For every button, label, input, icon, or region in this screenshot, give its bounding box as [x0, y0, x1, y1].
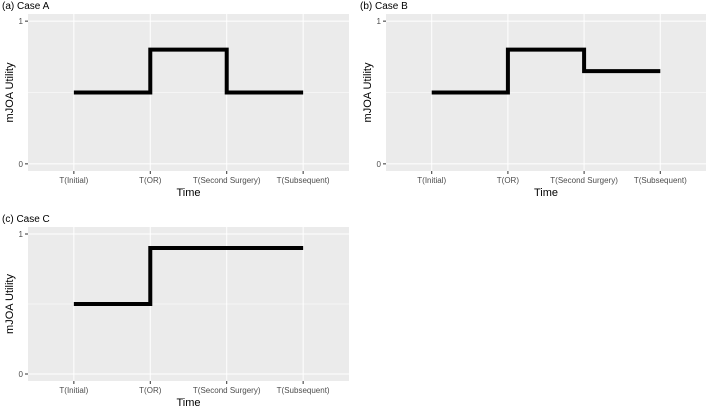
y-tick-label-case-c-0: 0 [19, 370, 24, 379]
series-step-line-case-b [431, 47, 661, 95]
y-tick-label-case-b-1: 1 [377, 17, 382, 26]
x-axis-title-case-c: Time [176, 397, 200, 409]
x-tick-label-case-a-1: T(OR) [139, 176, 162, 185]
x-tick-label-case-c-0: T(Initial) [59, 386, 88, 395]
x-axis-title-case-b: Time [534, 187, 558, 199]
x-tick-label-case-c-1: T(OR) [139, 386, 162, 395]
x-tick-label-case-a-0: T(Initial) [59, 176, 88, 185]
panel-title-case-a: (a) Case A [2, 1, 50, 12]
chart-panel-case-b: (b) Case B 0 1 T(Initial) T(OR) T(Second Surg… [360, 1, 706, 199]
y-tick-label-case-a-1: 1 [19, 17, 24, 26]
chart-panel-case-a: (a) Case A 0 1 T(Initial) T(OR) T(Second Surg… [2, 1, 349, 199]
y-axis-title-case-c: mJOA Utility [4, 274, 16, 334]
x-tick-label-case-b-2: T(Second Surgery) [550, 176, 618, 185]
panel-title-case-c: (c) Case C [2, 214, 50, 225]
y-tick-label-case-b-0: 0 [377, 160, 382, 169]
x-tick-label-case-b-1: T(OR) [497, 176, 520, 185]
x-tick-label-case-c-2: T(Second Surgery) [193, 386, 261, 395]
x-tick-label-case-c-3: T(Subsequent) [277, 386, 330, 395]
x-tick-label-case-a-3: T(Subsequent) [277, 176, 330, 185]
series-step-line-case-c [73, 246, 304, 306]
x-tick-label-case-b-3: T(Subsequent) [634, 176, 687, 185]
panel-title-case-b: (b) Case B [360, 1, 408, 12]
x-axis-title-case-a: Time [176, 187, 200, 199]
y-axis-title-case-a: mJOA Utility [4, 62, 16, 122]
x-tick-label-case-a-2: T(Second Surgery) [193, 176, 261, 185]
chart-panel-case-c: (c) Case C 0 1 T(Initial) T(OR) T(Second Surg… [2, 214, 349, 409]
y-tick-label-case-a-0: 0 [19, 160, 24, 169]
y-axis-title-case-b: mJOA Utility [362, 62, 374, 122]
x-tick-label-case-b-0: T(Initial) [417, 176, 446, 185]
series-step-line-case-a [73, 47, 304, 95]
y-tick-label-case-c-1: 1 [19, 230, 24, 239]
